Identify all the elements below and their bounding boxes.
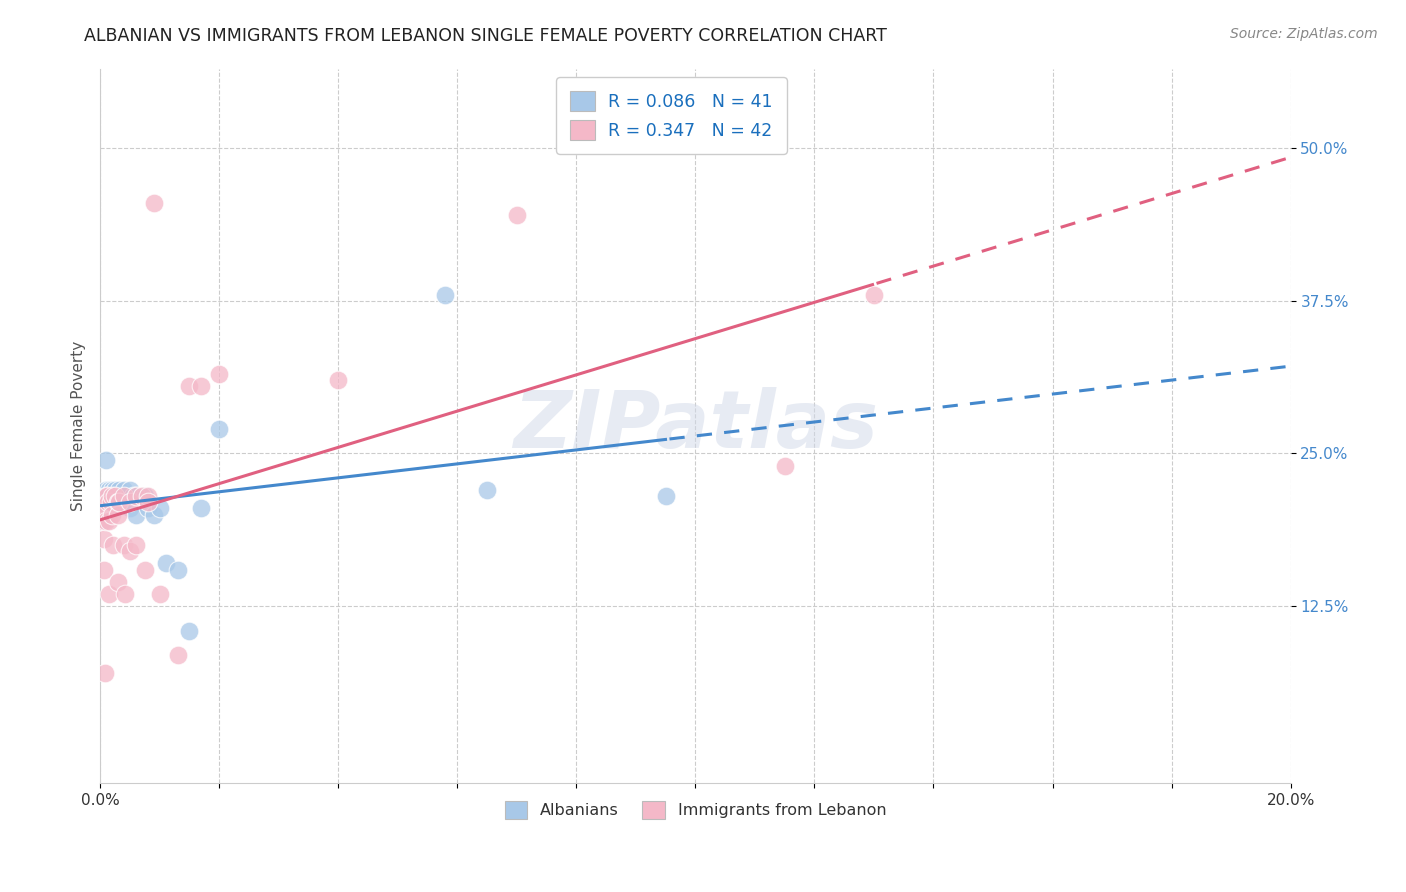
Point [654, 489, 676, 503]
Point [96, 489, 118, 503]
Point [91, 501, 114, 516]
Text: ZIPatlas: ZIPatlas [513, 387, 877, 465]
Point [166, 562, 188, 576]
Point [136, 489, 159, 503]
Point [98, 501, 121, 516]
Point [100, 495, 122, 509]
Point [107, 508, 129, 522]
Point [96, 495, 118, 509]
Point [103, 489, 125, 503]
Point [91, 495, 114, 509]
Point [100, 495, 122, 509]
Point [506, 208, 529, 222]
Point [107, 495, 129, 509]
Point [131, 489, 153, 503]
Point [110, 489, 132, 503]
Point [104, 489, 127, 503]
Point [108, 495, 131, 509]
Point [142, 508, 165, 522]
Point [134, 489, 156, 503]
Point [94, 514, 117, 528]
Point [107, 574, 129, 589]
Point [103, 538, 125, 552]
Point [107, 489, 129, 503]
Point [98, 587, 121, 601]
Point [101, 508, 124, 522]
Point [108, 483, 131, 497]
Point [93, 532, 115, 546]
Point [773, 458, 796, 473]
Point [166, 648, 188, 662]
Point [125, 508, 148, 522]
Point [328, 373, 350, 387]
Point [93, 562, 115, 576]
Point [208, 367, 231, 381]
Point [91, 508, 114, 522]
Point [94, 489, 117, 503]
Point [107, 489, 129, 503]
Point [118, 495, 141, 509]
Point [98, 514, 121, 528]
Point [97, 495, 120, 509]
Point [101, 501, 124, 516]
Point [94, 483, 117, 497]
Point [94, 501, 117, 516]
Point [125, 489, 148, 503]
Point [112, 538, 135, 552]
Point [121, 489, 143, 503]
Point [149, 587, 172, 601]
Point [136, 495, 159, 509]
Point [118, 501, 141, 516]
Text: ALBANIAN VS IMMIGRANTS FROM LEBANON SINGLE FEMALE POVERTY CORRELATION CHART: ALBANIAN VS IMMIGRANTS FROM LEBANON SING… [84, 27, 887, 45]
Legend: Albanians, Immigrants from Lebanon: Albanians, Immigrants from Lebanon [498, 794, 893, 825]
Point [190, 379, 212, 393]
Point [208, 422, 231, 436]
Point [190, 501, 212, 516]
Point [863, 287, 886, 301]
Point [136, 501, 159, 516]
Point [112, 489, 135, 503]
Point [94, 489, 117, 503]
Point [434, 287, 457, 301]
Point [101, 483, 124, 497]
Point [149, 501, 172, 516]
Point [125, 538, 148, 552]
Point [93, 514, 115, 528]
Point [475, 483, 498, 497]
Point [179, 379, 201, 393]
Point [118, 544, 141, 558]
Point [142, 196, 165, 211]
Point [155, 557, 177, 571]
Point [134, 562, 156, 576]
Point [107, 495, 129, 509]
Point [179, 624, 201, 638]
Point [112, 483, 135, 497]
Point [125, 489, 148, 503]
Point [94, 452, 117, 467]
Point [118, 483, 141, 497]
Point [94, 666, 117, 681]
Point [114, 587, 136, 601]
Point [112, 495, 135, 509]
Point [94, 489, 117, 503]
Point [101, 489, 124, 503]
Y-axis label: Single Female Poverty: Single Female Poverty [72, 341, 86, 511]
Text: Source: ZipAtlas.com: Source: ZipAtlas.com [1230, 27, 1378, 41]
Point [104, 483, 127, 497]
Point [91, 514, 114, 528]
Point [114, 495, 136, 509]
Point [98, 483, 121, 497]
Point [131, 489, 153, 503]
